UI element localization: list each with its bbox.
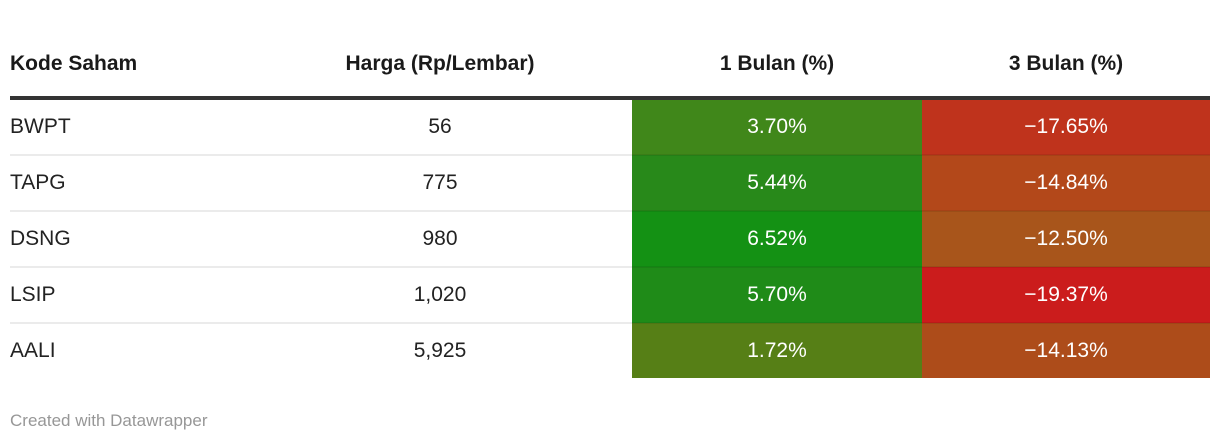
- cell-kode: AALI: [10, 322, 248, 378]
- cell-3-bulan: −14.13%: [922, 322, 1210, 378]
- datawrapper-attribution-link[interactable]: Created with Datawrapper: [10, 411, 208, 430]
- cell-1-bulan: 5.44%: [632, 154, 922, 211]
- table-row: DSNG 980 6.52% −12.50%: [10, 210, 1210, 267]
- table-row: TAPG 775 5.44% −14.84%: [10, 154, 1210, 211]
- col-header-kode-saham: Kode Saham: [10, 30, 248, 100]
- cell-harga: 775: [248, 154, 632, 211]
- datawrapper-table-chart: Kode Saham Harga (Rp/Lembar) 1 Bulan (%)…: [10, 30, 1210, 431]
- cell-kode: TAPG: [10, 154, 248, 211]
- cell-1-bulan: 5.70%: [632, 266, 922, 323]
- cell-harga: 5,925: [248, 322, 632, 378]
- cell-1-bulan: 3.70%: [632, 98, 922, 155]
- cell-kode: LSIP: [10, 266, 248, 323]
- cell-3-bulan: −19.37%: [922, 266, 1210, 323]
- table-row: AALI 5,925 1.72% −14.13%: [10, 322, 1210, 378]
- cell-harga: 56: [428, 115, 452, 138]
- cell-3-bulan: −17.65%: [922, 98, 1210, 155]
- cell-harga: 1,020: [248, 266, 632, 323]
- col-header-harga: Harga (Rp/Lembar): [248, 30, 632, 100]
- header-row: Kode Saham Harga (Rp/Lembar) 1 Bulan (%)…: [10, 30, 1210, 100]
- col-header-3-bulan: 3 Bulan (%): [922, 30, 1210, 100]
- cell-3-bulan: −12.50%: [922, 210, 1210, 267]
- cell-kode: BWPT: [10, 115, 71, 138]
- cell-1-bulan: 1.72%: [632, 322, 922, 378]
- table-row: BWPT 56 3.70% −17.65%: [10, 98, 1210, 155]
- cell-3-bulan: −14.84%: [922, 154, 1210, 211]
- stock-table: Kode Saham Harga (Rp/Lembar) 1 Bulan (%)…: [10, 30, 1210, 378]
- attribution-footer: Created with Datawrapper: [10, 411, 1210, 431]
- col-header-1-bulan: 1 Bulan (%): [632, 30, 922, 100]
- cell-harga: 980: [248, 210, 632, 267]
- table-row: LSIP 1,020 5.70% −19.37%: [10, 266, 1210, 323]
- cell-1-bulan: 6.52%: [632, 210, 922, 267]
- cell-kode: DSNG: [10, 210, 248, 267]
